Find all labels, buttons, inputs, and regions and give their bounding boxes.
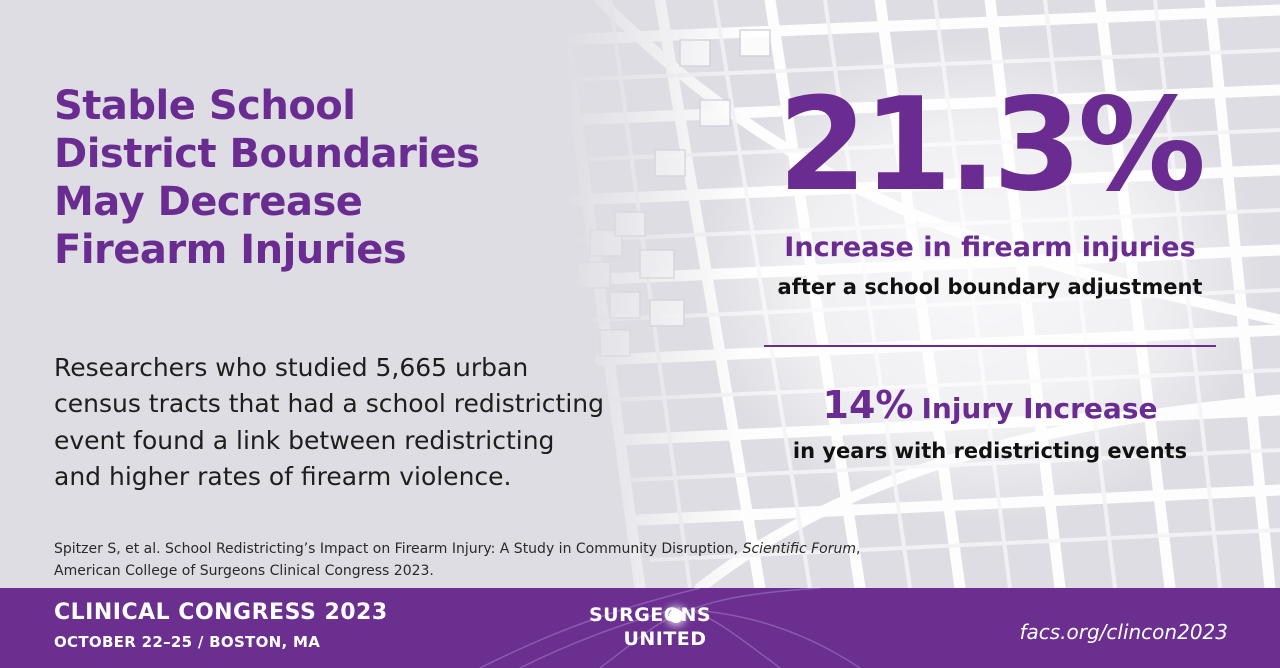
footer-decorative-lines: [479, 588, 861, 668]
stats-glow: [700, 40, 1260, 520]
primary-stat-value: 21.3%: [777, 71, 1206, 220]
headline-line: Stable School: [54, 83, 356, 129]
summary-line: event found a link between redistricting: [54, 425, 555, 455]
event-title: CLINICAL CONGRESS 2023: [54, 600, 388, 625]
footer-bar: [0, 588, 1280, 668]
headline-line: May Decrease: [54, 179, 363, 225]
headline-line: Firearm Injuries: [54, 227, 407, 273]
citation-suffix: ,: [856, 541, 861, 557]
summary-line: census tracts that had a school redistri…: [54, 389, 604, 419]
headline-line: District Boundaries: [54, 131, 480, 177]
surgeons-united-logo: SURGEONS UNITED: [560, 604, 740, 664]
citation-journal: Scientific Forum: [742, 541, 856, 557]
stats-panel: 21.3% Increase in firearm injuries after…: [740, 74, 1240, 463]
logo-text-bottom: UNITED: [623, 628, 707, 650]
citation: Spitzer S, et al. School Redistricting’s…: [54, 539, 954, 582]
citation-line-1: Spitzer S, et al. School Redistricting’s…: [54, 539, 954, 561]
citation-line-2: American College of Surgeons Clinical Co…: [54, 562, 434, 579]
summary-paragraph: Researchers who studied 5,665 urban cens…: [54, 350, 674, 495]
secondary-stat-subtext: in years with redistricting events: [792, 439, 1188, 463]
logo-glow-dot-icon: [669, 609, 683, 623]
stats-divider: [764, 345, 1216, 347]
secondary-stat: 14% Injury Increase: [740, 383, 1240, 427]
primary-stat-label: Increase in firearm injuries: [784, 232, 1196, 263]
logo-text-top: SURGEONS: [588, 604, 712, 626]
primary-stat-subtext: after a school boundary adjustment: [777, 275, 1203, 299]
website-link[interactable]: facs.org/clincon2023: [1019, 620, 1228, 644]
secondary-stat-value: 14%: [822, 383, 914, 427]
summary-line: and higher rates of firearm violence.: [54, 461, 512, 491]
event-date-location: OCTOBER 22–25 / BOSTON, MA: [54, 633, 321, 651]
secondary-stat-label: Injury Increase: [921, 392, 1158, 425]
headline: Stable School District Boundaries May De…: [54, 82, 614, 274]
citation-prefix: Spitzer S, et al. School Redistricting’s…: [54, 541, 743, 557]
summary-line: Researchers who studied 5,665 urban: [54, 353, 529, 382]
